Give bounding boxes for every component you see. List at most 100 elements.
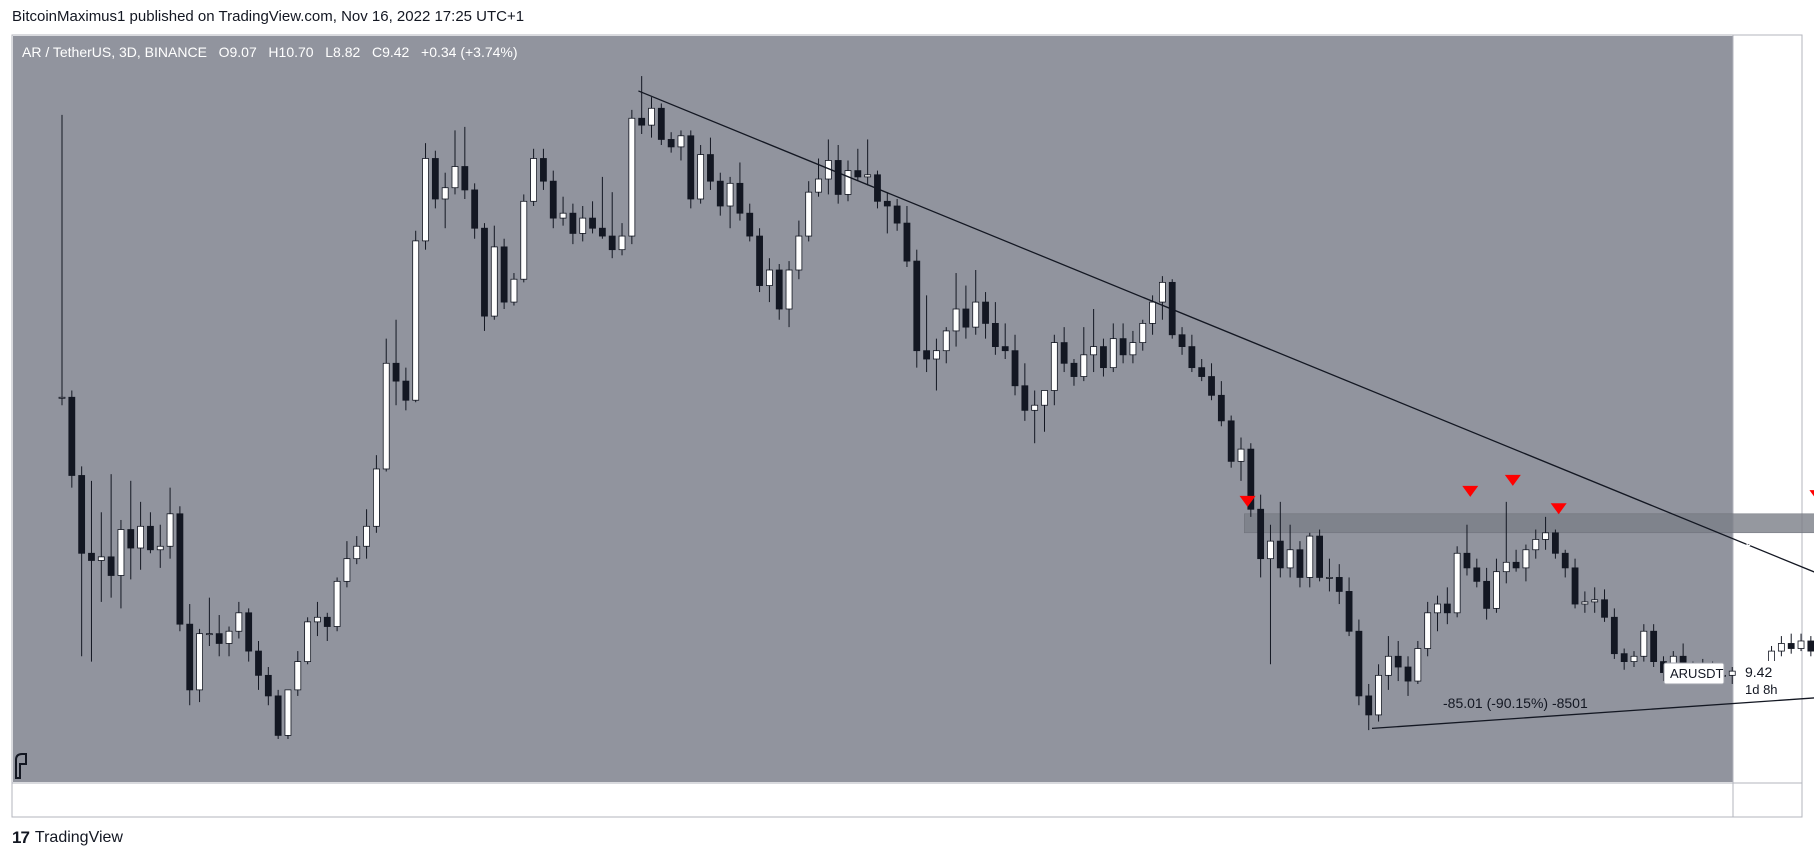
candle-body-up	[97, 556, 105, 561]
candle	[1728, 667, 1736, 684]
trendlines-layer	[638, 90, 1814, 730]
candle-body-down	[569, 212, 577, 234]
candle-body-up	[490, 246, 498, 317]
tradingview-logo-icon[interactable]: 17	[12, 828, 30, 847]
candle	[1384, 636, 1392, 690]
candle	[1797, 633, 1805, 652]
candle-body-down	[1011, 350, 1019, 387]
candle-body-up	[1139, 323, 1147, 343]
price-tick: 85.00	[1743, 86, 1778, 102]
candle	[156, 524, 164, 568]
candle	[471, 183, 479, 239]
candle	[1060, 327, 1068, 373]
candle-body-down	[549, 180, 557, 219]
candle-body-up	[117, 529, 125, 576]
candle	[147, 512, 154, 554]
candle-body-up	[451, 166, 459, 189]
candle	[638, 76, 646, 134]
candle	[1591, 587, 1599, 613]
drawing-tool-icon[interactable]	[15, 753, 27, 779]
candle	[353, 536, 361, 565]
candle	[1257, 494, 1265, 578]
legend-low: 8.82	[333, 44, 361, 60]
candle-body-down	[1001, 346, 1009, 352]
candle	[844, 160, 852, 202]
candle-body-down	[471, 189, 479, 229]
candle-body-up	[815, 178, 822, 193]
candle	[117, 519, 125, 609]
candle-body-down	[1296, 549, 1304, 578]
symbol-tag-label: ARUSDT	[1670, 666, 1724, 681]
candle-body-down	[1394, 655, 1402, 668]
candle	[1365, 683, 1373, 731]
price-tick: 41.50	[1743, 274, 1778, 290]
candle-body-up	[1109, 338, 1117, 369]
candle	[422, 143, 429, 250]
candle-body-down	[1276, 540, 1284, 569]
descending-trendline	[638, 90, 1814, 573]
candle	[97, 512, 105, 602]
candle	[716, 172, 724, 216]
candle	[1424, 601, 1432, 657]
candle	[736, 162, 744, 221]
candle-body-up	[844, 170, 852, 195]
candle-body-up	[972, 301, 980, 328]
candle	[1188, 334, 1196, 373]
price-tick: 15.50	[1743, 533, 1778, 549]
candle-body-down	[1483, 580, 1491, 609]
candle-body-up	[205, 633, 213, 636]
candle	[1630, 651, 1638, 668]
candle-body-up	[766, 269, 773, 286]
candle	[1178, 327, 1186, 355]
candle	[1129, 330, 1137, 364]
candle-body-down	[402, 380, 410, 401]
candle	[510, 273, 518, 306]
price-tick: 61.00	[1743, 173, 1778, 189]
candle-body-up	[1532, 539, 1540, 551]
candle-body-down	[1208, 376, 1215, 396]
candle-body-down	[1365, 695, 1373, 716]
candle	[598, 176, 606, 239]
candle	[431, 150, 439, 209]
candle-body-down	[431, 158, 439, 200]
candle	[1070, 359, 1078, 386]
price-tick: 29.50	[1743, 364, 1778, 380]
candle	[628, 109, 636, 245]
candle-body-up	[196, 633, 203, 691]
ohlc-legend: AR / TetherUS, 3D, BINANCE O9.07 H10.70 …	[22, 44, 518, 60]
candle	[530, 148, 537, 206]
candle-body-up	[294, 661, 302, 691]
candle	[1267, 524, 1274, 665]
candle	[1247, 443, 1255, 517]
candle	[775, 264, 783, 320]
rejection-marker	[1550, 503, 1567, 515]
candle-body-down	[1552, 532, 1559, 554]
candle-body-up	[1414, 648, 1422, 682]
candle-body-down	[657, 107, 665, 140]
candle	[343, 541, 351, 588]
candle	[1296, 541, 1304, 588]
candle-body-up	[58, 396, 66, 399]
price-tick: 49.00	[1743, 231, 1778, 247]
legend-low-label: L	[325, 44, 334, 60]
candle	[481, 223, 488, 331]
candle	[687, 130, 695, 209]
candle-body-up	[1522, 549, 1530, 569]
candle-body-up	[530, 158, 537, 202]
footer-brand[interactable]: TradingView	[34, 829, 123, 846]
price-axis: 85.00 73.00 61.00 49.00 41.50 35.50 29.50 25.50…	[1743, 86, 1778, 758]
candle	[451, 130, 459, 195]
candle	[1552, 529, 1559, 559]
candle	[1227, 415, 1235, 468]
candle	[657, 103, 665, 146]
candle-body-down	[982, 301, 989, 324]
candle-body-down	[638, 117, 646, 126]
candle	[854, 148, 862, 182]
rejection-marker	[1462, 485, 1479, 497]
current-price-label: 9.42	[1745, 664, 1772, 680]
candle	[1453, 546, 1461, 618]
candle	[982, 292, 989, 339]
measure-label: -85.01 (-90.15%) -8501	[1443, 695, 1588, 711]
candle-body-up	[1237, 448, 1245, 462]
